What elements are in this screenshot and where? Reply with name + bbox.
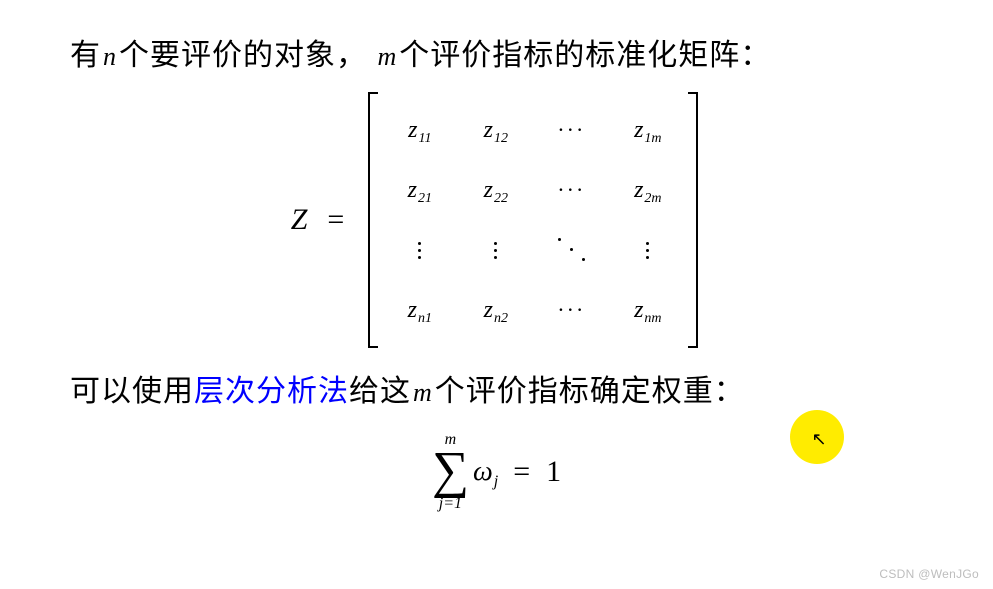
var-m: m [411, 378, 435, 407]
text: 个要评价的对象， [119, 39, 367, 72]
text: 可以使用 [70, 375, 194, 408]
matrix-row-3 [392, 220, 674, 280]
cell-z2m: z2m [620, 177, 674, 204]
watermark: CSDN @WenJGo [879, 567, 979, 581]
cell-vdots [468, 242, 522, 259]
cell-znm: znm [620, 297, 674, 324]
left-bracket [364, 92, 378, 348]
intro-line-2: 可以使用层次分析法给这m个评价指标确定权重： [70, 366, 923, 410]
cell-hdots: ··· [544, 177, 598, 203]
ahp-link[interactable]: 层次分析法 [194, 375, 349, 408]
text: 给这 [349, 375, 411, 408]
cell-vdots [392, 242, 446, 259]
matrix: z11 z12 ··· z1m z21 z22 ··· z2m [364, 92, 702, 348]
right-bracket [688, 92, 702, 348]
cell-z22: z22 [468, 177, 522, 204]
cell-vdots [620, 242, 674, 259]
cell-z11: z11 [392, 117, 446, 144]
matrix-row-4: zn1 zn2 ··· znm [392, 280, 674, 340]
equals-sign: = [513, 455, 530, 489]
cell-hdots: ··· [544, 297, 598, 323]
cell-ddots [544, 230, 598, 270]
cell-zn2: zn2 [468, 297, 522, 324]
equals-sign: = [327, 203, 344, 237]
sum-rhs: 1 [546, 455, 561, 489]
matrix-lhs: Z [291, 203, 308, 237]
text: 个评价指标的标准化矩阵： [399, 39, 771, 72]
cell-hdots: ··· [544, 117, 598, 143]
sigma-symbol: ∑ [432, 450, 469, 492]
omega-j: ωj [473, 456, 497, 488]
text: 个评价指标确定权重： [435, 375, 745, 408]
matrix-equation: Z = z11 z12 ··· z1m z21 z22 ··· z2m [70, 92, 923, 348]
var-n: n [101, 42, 119, 71]
document-body: 有n个要评价的对象， m个评价指标的标准化矩阵： Z = z11 z12 ···… [0, 0, 993, 512]
sigma-icon: m ∑ j=1 [432, 432, 469, 512]
sum-lower: j=1 [439, 496, 462, 512]
var-m: m [376, 42, 400, 71]
matrix-row-1: z11 z12 ··· z1m [392, 100, 674, 160]
text: 有 [70, 39, 101, 72]
cell-z21: z21 [392, 177, 446, 204]
matrix-row-2: z21 z22 ··· z2m [392, 160, 674, 220]
cell-z12: z12 [468, 117, 522, 144]
cursor-highlight-icon: ↖ [790, 410, 844, 464]
intro-line-1: 有n个要评价的对象， m个评价指标的标准化矩阵： [70, 30, 923, 74]
cursor-arrow-icon: ↖ [811, 429, 826, 450]
cell-zn1: zn1 [392, 297, 446, 324]
matrix-body: z11 z12 ··· z1m z21 z22 ··· z2m [378, 92, 688, 348]
cell-z1m: z1m [620, 117, 674, 144]
